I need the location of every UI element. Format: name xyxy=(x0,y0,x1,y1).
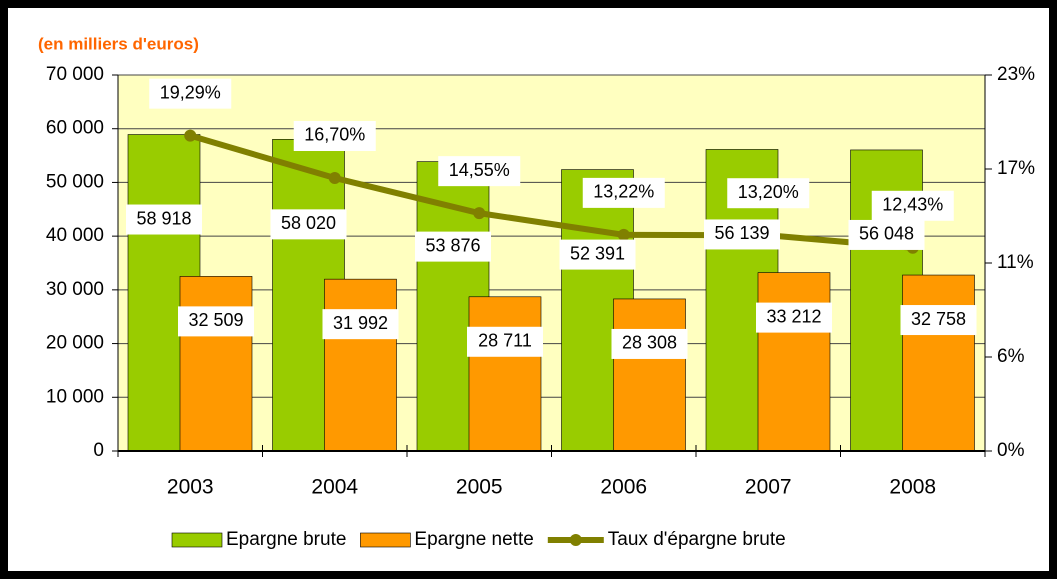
x-tick-label: 2007 xyxy=(745,476,792,499)
x-tick-label: 2005 xyxy=(456,476,503,499)
data-label: 33 212 xyxy=(766,306,821,326)
data-label-bg xyxy=(756,302,832,333)
data-label: 31 992 xyxy=(333,313,388,333)
y-tick-label: 20 000 xyxy=(46,333,104,354)
data-label-bg xyxy=(415,231,491,262)
data-label-bg xyxy=(611,328,688,359)
y2-tick-label: 6% xyxy=(997,346,1025,367)
x-tick-label: 2003 xyxy=(167,476,214,499)
legend-label: Epargne brute xyxy=(226,529,346,550)
y2-tick-label: 17% xyxy=(997,158,1035,179)
line-point xyxy=(473,207,486,220)
y-tick-label: 50 000 xyxy=(46,171,104,192)
data-label: 32 758 xyxy=(911,309,966,329)
data-label: 58 918 xyxy=(136,208,191,228)
data-label: 14,55% xyxy=(449,160,510,180)
legend-swatch xyxy=(360,532,411,548)
line-point xyxy=(328,171,341,184)
x-tick-label: 2006 xyxy=(600,476,647,499)
y-tick-label: 30 000 xyxy=(46,279,104,300)
legend-swatch xyxy=(171,532,223,548)
data-label-bg xyxy=(178,306,254,337)
y-tick-label: 60 000 xyxy=(46,118,104,139)
y-tick-label: 70 000 xyxy=(46,64,104,85)
line xyxy=(189,132,914,251)
data-label-bg xyxy=(559,239,636,270)
data-label: 52 391 xyxy=(570,243,625,263)
data-label: 12,43% xyxy=(882,195,943,215)
bar xyxy=(468,296,542,452)
legend-label: Epargne nette xyxy=(414,529,533,550)
data-label: 32 509 xyxy=(188,310,243,330)
data-label-bg xyxy=(900,305,977,336)
line-point xyxy=(184,129,197,142)
x-tick-label: 2008 xyxy=(889,476,936,499)
data-label-bg xyxy=(438,156,521,187)
subtitle: (en milliers d'euros) xyxy=(38,34,199,53)
data-label-bg xyxy=(149,78,232,109)
y-tick-label: 0 xyxy=(93,440,104,461)
data-label: 13,20% xyxy=(738,182,799,202)
data-label-bg xyxy=(322,309,399,340)
legend-swatch xyxy=(569,534,582,546)
data-label-bg xyxy=(871,190,954,221)
data-label-bg xyxy=(467,326,543,357)
bar xyxy=(902,274,975,452)
data-label: 53 876 xyxy=(425,235,480,255)
y2-tick-label: 0% xyxy=(997,440,1025,461)
bar xyxy=(757,272,831,452)
y-tick-label: 40 000 xyxy=(46,225,104,246)
y2-tick-label: 23% xyxy=(997,64,1035,85)
data-label: 28 308 xyxy=(622,333,677,353)
legend-label: Taux d'épargne brute xyxy=(608,529,786,550)
y-tick-label: 10 000 xyxy=(46,386,104,407)
data-label-bg xyxy=(727,178,810,209)
plot-area xyxy=(118,75,985,451)
line-point xyxy=(617,228,630,241)
data-label: 13,22% xyxy=(593,182,654,202)
data-label: 16,70% xyxy=(304,125,365,145)
data-label-bg xyxy=(848,219,925,250)
data-label-bg xyxy=(293,120,376,151)
bar xyxy=(179,276,253,452)
data-label-bg xyxy=(270,209,347,240)
data-label: 56 139 xyxy=(714,223,769,243)
data-label: 19,29% xyxy=(160,82,221,102)
y2-tick-label: 11% xyxy=(997,252,1034,273)
data-label-bg xyxy=(582,177,665,208)
data-label: 56 048 xyxy=(859,224,914,244)
data-label: 28 711 xyxy=(478,331,532,351)
x-tick-label: 2004 xyxy=(311,476,358,499)
bar xyxy=(324,278,397,452)
data-label-bg xyxy=(126,204,202,235)
data-label: 58 020 xyxy=(281,213,336,233)
data-label-bg xyxy=(704,219,780,250)
bar xyxy=(613,298,686,452)
